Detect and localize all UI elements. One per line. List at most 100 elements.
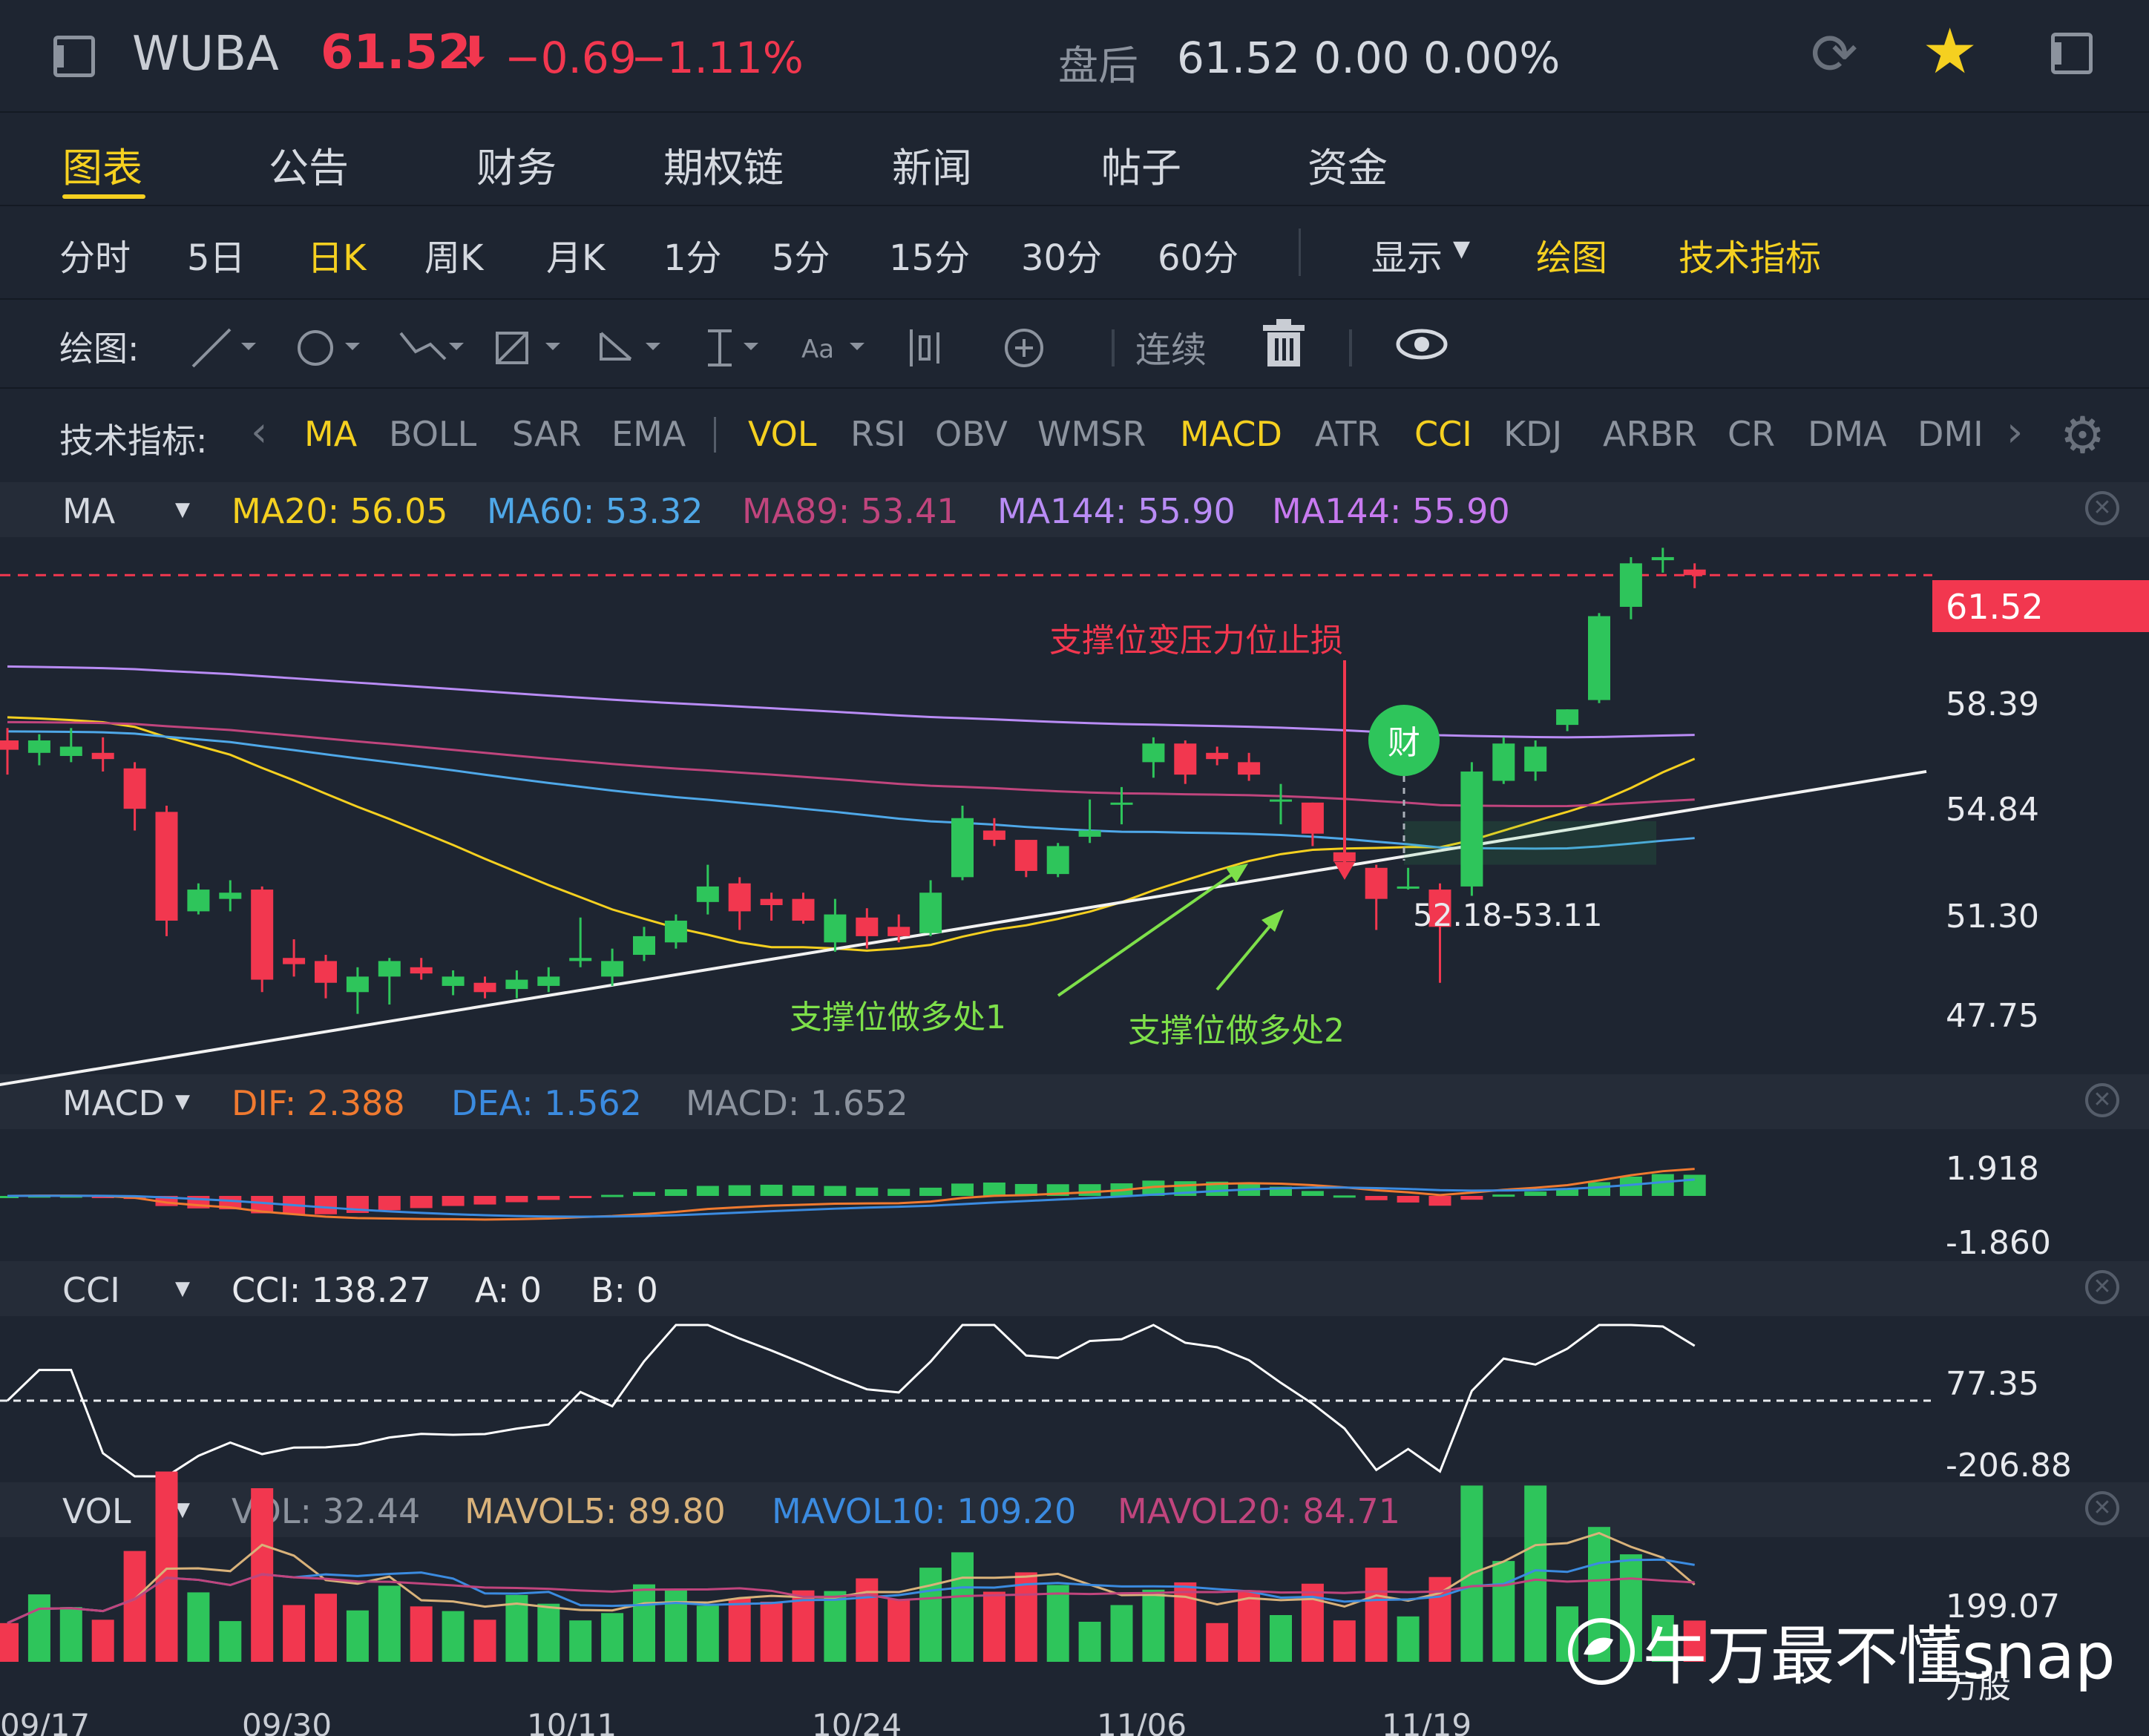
cci-panel (0, 1324, 1932, 1478)
period-60min[interactable]: 60分 (1158, 237, 1239, 279)
watermark-logo-icon (1568, 1618, 1635, 1685)
sidebar-toggle-icon[interactable] (53, 36, 95, 77)
indicator-cci[interactable]: CCI (1414, 414, 1472, 454)
caret-down-icon[interactable]: ▼ (175, 1278, 190, 1300)
volume-panel (0, 1471, 1706, 1662)
indicator-dmi[interactable]: DMI (1917, 414, 1981, 454)
indicator-rsi[interactable]: RSI (850, 414, 906, 454)
macd-panel-name[interactable]: MACD (62, 1083, 165, 1123)
indicator-ema[interactable]: EMA (611, 414, 686, 454)
indicator-boll[interactable]: BOLL (389, 414, 477, 454)
macd-bar (1078, 1184, 1101, 1196)
continuous-toggle[interactable]: 连续 (1135, 329, 1207, 371)
scroll-left-icon[interactable]: ‹ (251, 408, 268, 456)
close-cci-panel-icon[interactable]: ✕ (2085, 1270, 2119, 1304)
candle-body (1365, 867, 1388, 899)
caret-down-icon[interactable]: ▼ (175, 1091, 190, 1113)
period-monthly[interactable]: 月K (546, 237, 606, 279)
candle-body (442, 976, 465, 986)
caret-down-icon[interactable]: ▼ (175, 1499, 190, 1521)
period-15min[interactable]: 15分 (889, 237, 971, 279)
y-unit-label: 万股 (1946, 1668, 2011, 1706)
close-macd-panel-icon[interactable]: ✕ (2085, 1083, 2119, 1117)
y-tick-label: -206.88 (1946, 1447, 2072, 1485)
y-tick-label: 54.84 (1946, 791, 2039, 829)
macd-bar (251, 1196, 274, 1214)
indicator-wmsr[interactable]: WMSR (1037, 414, 1146, 454)
indicator-vol[interactable]: VOL (748, 414, 817, 454)
candle-body (1014, 840, 1037, 871)
indicator-kdj[interactable]: KDJ (1503, 414, 1563, 454)
volume-bar (919, 1568, 942, 1662)
volume-bar (1651, 1615, 1674, 1662)
tab-capital-flow[interactable]: 资金 (1308, 145, 1388, 191)
candle-body (0, 740, 19, 750)
candle-body (728, 883, 751, 912)
close-vol-panel-icon[interactable]: ✕ (2085, 1491, 2119, 1525)
after-hours-label: 盘后 (1058, 42, 1138, 89)
indicators-toggle[interactable]: 技术指标 (1679, 237, 1822, 279)
period-intraday[interactable]: 分时 (59, 237, 131, 279)
down-arrow-icon: ⬇ (457, 28, 492, 76)
earnings-marker-text: 财 (1388, 724, 1420, 762)
tab-options-chain[interactable]: 期权链 (663, 145, 784, 191)
candle-body (251, 890, 274, 980)
tab-announcements[interactable]: 公告 (269, 145, 349, 191)
star-icon[interactable]: ★ (1922, 15, 1978, 88)
tab-posts[interactable]: 帖子 (1101, 145, 1181, 191)
indicator-dma[interactable]: DMA (1808, 414, 1887, 454)
candle-body (1110, 802, 1133, 805)
candle-body (1460, 771, 1483, 887)
indicator-ma[interactable]: MA (304, 414, 358, 454)
caret-down-icon[interactable]: ▼ (175, 499, 190, 521)
period-5min[interactable]: 5分 (772, 237, 830, 279)
indicator-cr[interactable]: CR (1728, 414, 1776, 454)
period-5day[interactable]: 5日 (187, 237, 246, 279)
settings-gear-icon[interactable]: ⚙ (2060, 407, 2105, 465)
x-date-label: 09/17 (0, 1707, 90, 1736)
macd-bar (1651, 1174, 1674, 1196)
earnings-marker[interactable] (1368, 705, 1440, 776)
cci-panel-name[interactable]: CCI (62, 1270, 120, 1310)
indicator-sar[interactable]: SAR (512, 414, 582, 454)
y-tick-label: 47.75 (1946, 997, 2039, 1035)
candle-body (1588, 616, 1610, 700)
volume-bar (951, 1552, 974, 1662)
period-30min[interactable]: 30分 (1021, 237, 1103, 279)
volume-bar (537, 1603, 560, 1662)
macd-dif: DIF: 2.388 (232, 1083, 405, 1123)
watermark-text: 牛万最不懂snap (1643, 1620, 2116, 1694)
eye-icon[interactable] (1395, 322, 1448, 366)
scroll-right-icon[interactable]: › (2007, 408, 2024, 456)
candle-body (505, 979, 528, 990)
close-ma-panel-icon[interactable]: ✕ (2085, 491, 2119, 525)
trash-icon[interactable] (1261, 319, 1306, 371)
indicator-atr[interactable]: ATR (1315, 414, 1380, 454)
mavol20-line (7, 1573, 1695, 1625)
macd-bar (569, 1196, 592, 1198)
draw-toggle[interactable]: 绘图 (1536, 237, 1608, 279)
period-1min[interactable]: 1分 (663, 237, 722, 279)
period-daily[interactable]: 日K (307, 237, 367, 279)
display-dropdown[interactable]: 显示 (1371, 237, 1443, 279)
macd-bar (378, 1196, 401, 1211)
indicator-obv[interactable]: OBV (935, 414, 1008, 454)
indicator-arbr[interactable]: ARBR (1603, 414, 1697, 454)
vol-panel-name[interactable]: VOL (62, 1491, 131, 1531)
refresh-icon[interactable]: ⟳ (1811, 21, 1858, 87)
ma89-line (7, 720, 1695, 808)
indicator-macd[interactable]: MACD (1180, 414, 1282, 454)
tab-news[interactable]: 新闻 (892, 145, 972, 191)
tab-chart[interactable]: 图表 (62, 145, 142, 191)
tab-financials[interactable]: 财务 (476, 145, 557, 191)
quote-header: WUBA 61.52 ⬇ −0.69 −1.11% 盘后 61.52 0.00 … (0, 0, 2149, 111)
period-weekly[interactable]: 周K (424, 237, 484, 279)
volume-bar (760, 1602, 783, 1662)
candle-body (792, 898, 815, 921)
volume-bar (59, 1607, 82, 1662)
candle-body (283, 958, 306, 964)
ma-panel-name[interactable]: MA (62, 491, 116, 531)
volume-bar (824, 1591, 847, 1662)
panel-toggle-icon[interactable] (2051, 33, 2093, 74)
